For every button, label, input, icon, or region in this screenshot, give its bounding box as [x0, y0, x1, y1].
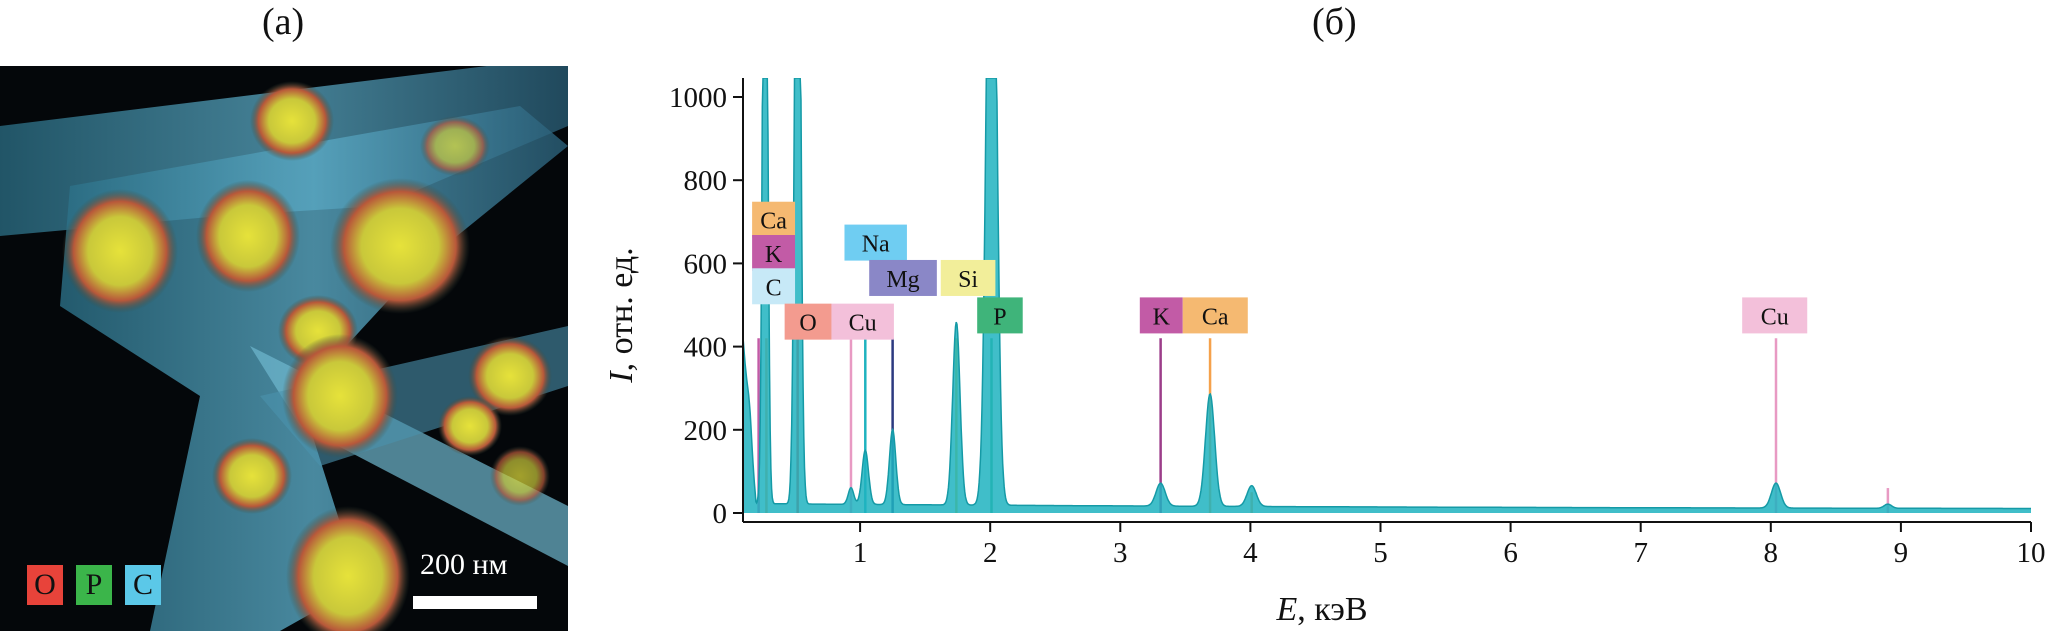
- scale-bar: [413, 596, 537, 609]
- element-label-cu: Cu: [1742, 297, 1808, 334]
- elemental-map-drawing: [0, 66, 568, 631]
- x-tick-label: 4: [1243, 537, 1258, 569]
- element-label-ca: Ca: [752, 201, 796, 238]
- y-tick-label: 600: [684, 248, 728, 280]
- element-label-text: K: [765, 242, 783, 268]
- element-label-box: [831, 303, 894, 340]
- x-tick-label: 3: [1113, 537, 1128, 569]
- x-tick-label: 6: [1503, 537, 1518, 569]
- x-tick-label: 5: [1373, 537, 1388, 569]
- y-tick-label: 400: [684, 332, 728, 364]
- y-tick-label: 0: [713, 498, 728, 530]
- y-tick-label: 1000: [669, 82, 727, 114]
- x-tick-label: 1: [853, 537, 868, 569]
- element-label-o: O: [784, 303, 832, 340]
- element-label-mg: Mg: [869, 259, 937, 296]
- element-label-box: [1139, 297, 1183, 334]
- element-label-c: C: [752, 268, 796, 305]
- element-label-ca: Ca: [1182, 297, 1248, 334]
- element-label-box: [869, 259, 937, 296]
- y-axis-title: I, отн. ед.: [603, 247, 640, 383]
- element-label-box: [1742, 297, 1808, 334]
- x-tick-label: 10: [2017, 537, 2046, 569]
- element-label-text: Ca: [1202, 304, 1229, 330]
- element-label-cu: Cu: [831, 303, 894, 340]
- element-label-text: Cu: [849, 311, 877, 337]
- x-axis-title: E, кэВ: [1275, 591, 1367, 628]
- element-label-text: Si: [958, 267, 978, 293]
- scale-bar-label: 200 нм: [420, 548, 508, 581]
- panel-b-label: (б): [1312, 1, 1357, 43]
- element-label-box: [752, 268, 796, 305]
- element-label-text: Ca: [760, 209, 787, 235]
- element-label-text: Na: [862, 232, 890, 258]
- legend-chip-phosphorus: P: [76, 565, 112, 605]
- element-label-si: Si: [940, 259, 996, 296]
- x-tick-label: 7: [1633, 537, 1648, 569]
- element-label-p: P: [977, 297, 1023, 334]
- element-label-text: K: [1153, 304, 1171, 330]
- element-label-text: C: [766, 275, 782, 301]
- x-tick-label: 8: [1764, 537, 1779, 569]
- panel-a-label: (а): [262, 1, 305, 43]
- y-tick-label: 800: [684, 165, 728, 197]
- legend-chip-oxygen: O: [27, 565, 63, 605]
- spectrum-line: [743, 78, 2031, 510]
- element-label-box: [940, 259, 996, 296]
- element-label-text: O: [799, 311, 816, 337]
- x-tick-label: 9: [1894, 537, 1909, 569]
- element-label-k: K: [752, 235, 796, 271]
- element-label-text: Mg: [886, 267, 919, 293]
- y-tick-label: 200: [684, 415, 728, 447]
- axes: 1 2 3 4 5 6 7 8 9 10 0 200 400 600 800 1000: [669, 78, 2046, 569]
- element-label-box: [977, 297, 1023, 334]
- element-label-na: Na: [844, 224, 907, 261]
- element-label-box: [844, 224, 907, 261]
- element-label-box: [752, 201, 796, 238]
- element-label-k: K: [1139, 297, 1183, 334]
- element-label-box: [1182, 297, 1248, 334]
- element-label-text: P: [993, 304, 1006, 330]
- element-label-text: Cu: [1761, 304, 1789, 330]
- element-label-box: [752, 235, 796, 271]
- plot-area: [743, 78, 2031, 513]
- element-label-box: [784, 303, 832, 340]
- x-tick-label: 2: [983, 537, 998, 569]
- elemental-map-image: [0, 66, 568, 631]
- legend-chip-carbon: C: [125, 565, 161, 605]
